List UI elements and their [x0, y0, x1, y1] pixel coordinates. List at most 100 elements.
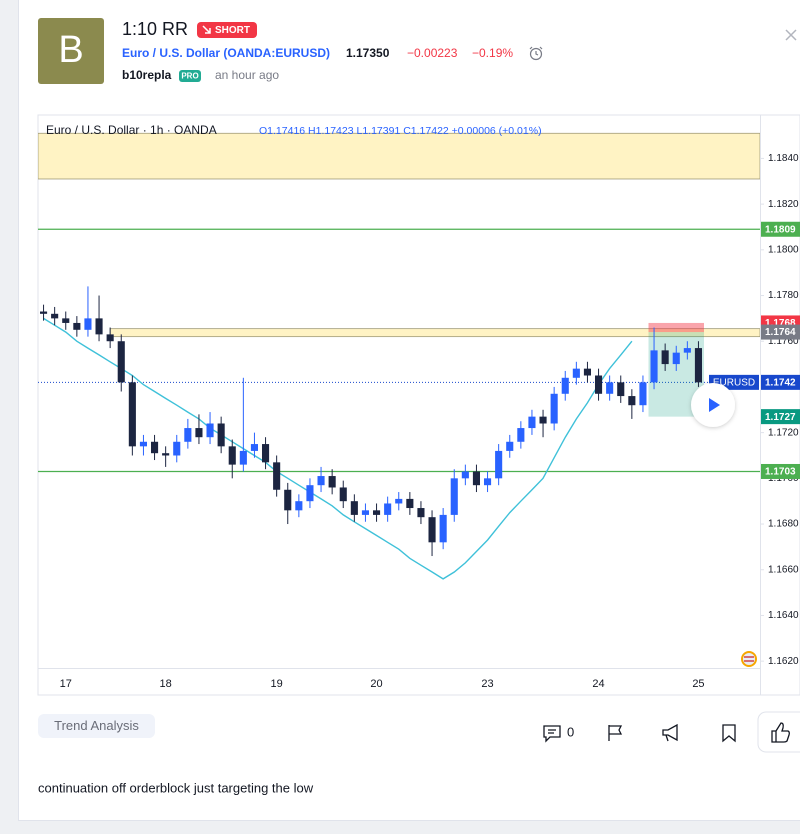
candle-body [217, 423, 225, 447]
candle-body [339, 487, 347, 502]
candle-body [106, 334, 114, 342]
comment-count: 0 [567, 724, 574, 739]
candle-body [450, 478, 458, 515]
candle-body [594, 375, 603, 394]
candle-body [661, 350, 669, 365]
candle-body [162, 453, 170, 456]
candle-body [694, 348, 703, 383]
alert-icon[interactable] [529, 46, 543, 61]
y-tick-label: 1.1840 [768, 153, 799, 164]
avatar[interactable] [38, 18, 104, 84]
price-tag-label: 1.1727 [765, 412, 796, 423]
ohlc-legend: O1.17416 H1.17423 L1.17391 C1.17422 +0.0… [259, 125, 542, 137]
candle-body [650, 350, 658, 383]
tag-chip[interactable] [38, 714, 155, 738]
candle-body [361, 510, 370, 515]
candle-body [117, 341, 125, 383]
candle-body [495, 450, 503, 479]
candle-body [95, 318, 103, 335]
badge-text: SHORT [215, 25, 250, 36]
x-tick-label: 20 [370, 678, 382, 690]
price-tag [761, 374, 800, 390]
candle-body [428, 517, 436, 543]
posted-time: an hour ago [215, 68, 279, 82]
price-tag-label: 1.1742 [765, 378, 796, 389]
axes: 1.1840 1.1820 1.1800 1.1780 1.1760 1.1720 1.17… [60, 153, 800, 690]
candle-body [683, 348, 691, 353]
candle-body [84, 318, 92, 330]
price-tag-label: 1.1703 [765, 467, 796, 478]
candle-body [395, 498, 403, 504]
candle-body [572, 368, 580, 378]
event-flag [741, 651, 757, 667]
candle-body [73, 322, 81, 330]
candle-body [639, 382, 647, 406]
report-button[interactable] [608, 725, 623, 741]
idea-title: 1:10 RR [122, 19, 188, 39]
candle-body [206, 423, 214, 438]
price: 1.17350 [346, 46, 390, 60]
candle-body [128, 382, 136, 447]
y-tick-label: 1.1820 [768, 199, 799, 210]
candle-body [139, 441, 148, 447]
candle-body [317, 476, 325, 486]
share-button[interactable] [662, 723, 678, 742]
candle-body [173, 441, 181, 456]
candle-body [306, 485, 314, 502]
candle-body [62, 318, 70, 323]
candle-body [417, 508, 425, 518]
close-button[interactable] [785, 29, 797, 41]
candle-body [328, 476, 336, 488]
plot [38, 132, 760, 580]
y-tick-label: 1.1780 [768, 290, 799, 301]
x-tick-label: 18 [160, 678, 172, 690]
chart-title: Euro / U.S. Dollar · 1h · OANDA [46, 123, 217, 137]
candle-body [617, 382, 625, 397]
candle-body [550, 393, 558, 424]
like-button[interactable] [757, 711, 800, 753]
y-tick-label: 1.1760 [768, 336, 799, 347]
candle-body [239, 450, 247, 465]
candle-body [51, 313, 59, 319]
candle-body [606, 382, 614, 394]
price-change: −0.00223 [407, 46, 458, 60]
candle-body [261, 444, 270, 463]
play-button[interactable] [691, 383, 735, 427]
x-tick-label: 25 [692, 678, 704, 690]
candle-body [672, 352, 680, 365]
symbol-tag-label: EURUSD [713, 378, 755, 389]
price-tag [761, 409, 800, 425]
candle-body [195, 428, 203, 438]
symbol-link[interactable]: Euro / U.S. Dollar (OANDA:EURUSD) [122, 46, 330, 60]
avatar-letter: B [58, 29, 83, 71]
y-tick-label: 1.1620 [768, 656, 799, 667]
candle-body [284, 489, 292, 511]
price-tag [761, 463, 800, 479]
candle-body [439, 514, 447, 543]
candle-body [483, 478, 492, 486]
comment-button[interactable] [543, 725, 561, 743]
y-tick-label: 1.1800 [768, 244, 799, 255]
short-icon [202, 25, 211, 34]
candle-body [561, 377, 569, 394]
price-change-pct: −0.19% [472, 46, 513, 60]
zone [38, 132, 760, 180]
tag-text: Trend Analysis [54, 718, 139, 733]
author[interactable]: b10repla [122, 68, 172, 82]
candle-body [517, 428, 525, 442]
price-tag [761, 221, 800, 237]
price-tag-label: 1.1809 [765, 224, 796, 235]
candle-body [384, 503, 392, 515]
candle-body [461, 471, 469, 479]
bookmark-button[interactable] [722, 724, 736, 743]
y-tick-label: 1.1640 [768, 610, 799, 621]
x-tick-label: 24 [592, 678, 604, 690]
price-tag [761, 324, 800, 340]
price-tag-label: 1.1768 [765, 318, 796, 329]
candle-body [628, 396, 636, 406]
x-tick-label: 17 [60, 678, 72, 690]
candle-body [372, 510, 381, 515]
like-icon [771, 722, 790, 743]
